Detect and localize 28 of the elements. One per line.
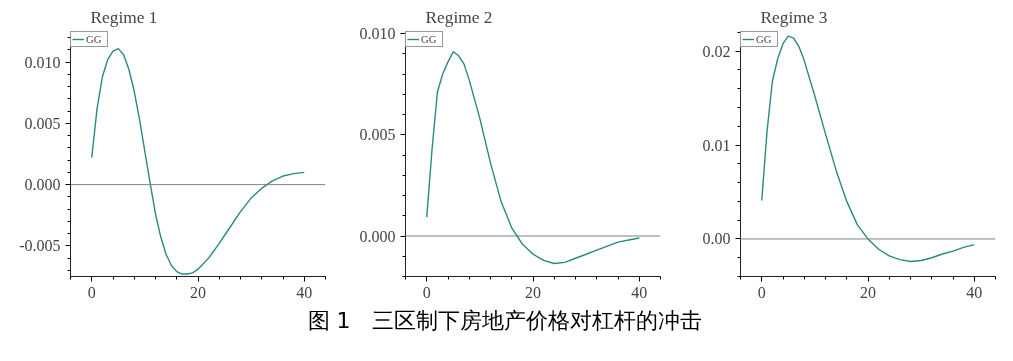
line-series [426,51,640,265]
series-label: GG [86,33,103,45]
series-label: GG [421,33,438,45]
chart-title: Regime 3 [760,7,828,27]
chart-title: Regime 2 [425,7,493,27]
x-tick-label: 40 [296,283,313,301]
y-tick-label: 0.010 [24,53,61,71]
x-tick-label: 0 [422,283,431,301]
y-tick-label: -0.005 [19,237,61,255]
x-tick-label: 0 [87,283,96,301]
x-tick-label: 40 [631,283,648,301]
line-series [91,47,305,275]
y-tick-label: 0.005 [359,126,396,144]
y-tick-label: 0.02 [702,42,731,60]
x-tick-label: 40 [966,283,983,301]
y-tick-label: 0.005 [24,114,61,132]
series-label: GG [756,33,773,45]
y-tick-label: 0.01 [702,136,731,154]
caption: 图 1 三区制下房地产价格对杠杆的冲击 [307,307,703,335]
x-tick-label: 20 [860,283,876,301]
chart-title: Regime 1 [90,7,158,27]
y-tick-label: 0.000 [24,176,61,194]
x-tick-label: 0 [757,283,766,301]
y-tick-label: 0.00 [702,230,731,248]
y-tick-label: 0.010 [359,25,396,43]
y-tick-label: 0.000 [359,227,396,245]
x-tick-label: 20 [190,283,206,301]
x-tick-label: 20 [525,283,541,301]
